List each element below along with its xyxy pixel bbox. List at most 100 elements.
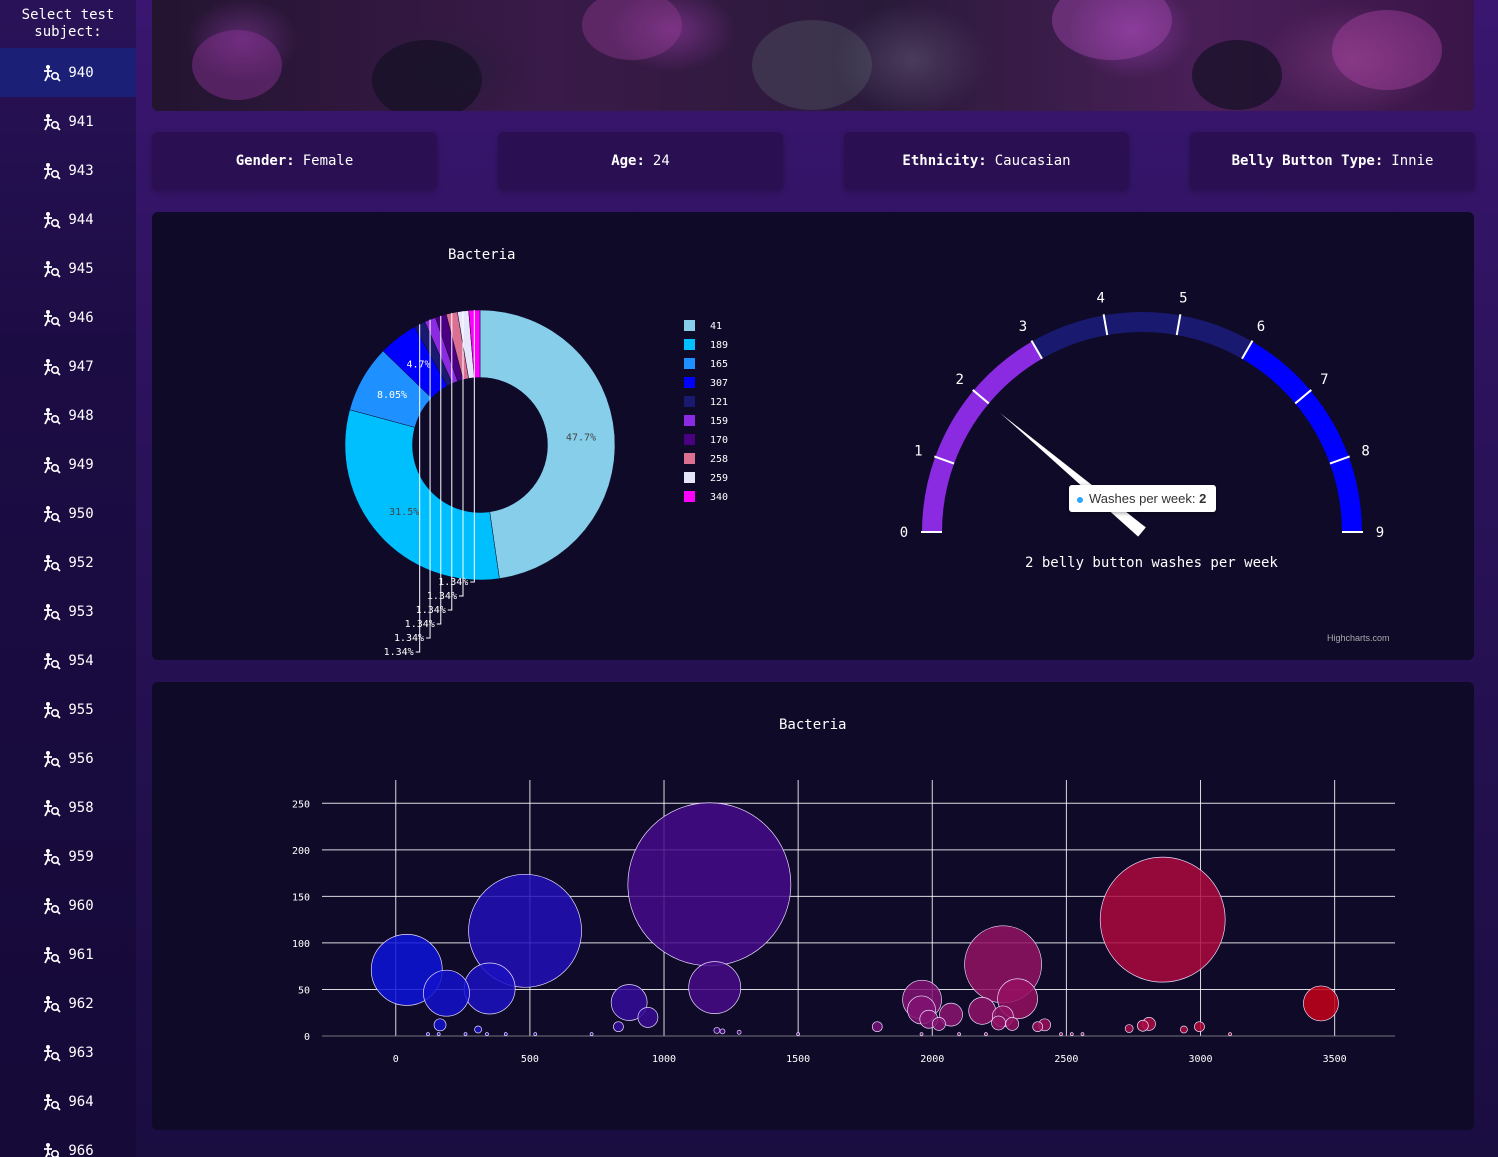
legend-swatch-159[interactable]: [684, 415, 695, 426]
bubble-point[interactable]: [463, 1032, 468, 1036]
sidebar-item-963[interactable]: 963: [0, 1028, 136, 1077]
bubble-point[interactable]: [713, 1027, 721, 1034]
bubble-point[interactable]: [1124, 1024, 1134, 1033]
pie-leader-line: [470, 310, 475, 583]
gauge-tick-label: 2: [955, 372, 963, 388]
bubble-point[interactable]: [688, 961, 742, 1014]
pie-leader-line: [436, 315, 442, 625]
bubble-point[interactable]: [1099, 856, 1226, 983]
legend-label[interactable]: 189: [710, 340, 728, 351]
bubble-point[interactable]: [463, 962, 516, 1015]
gauge-band: [1032, 315, 1108, 359]
bubble-point[interactable]: [871, 1021, 883, 1033]
bubble-point[interactable]: [1080, 1032, 1085, 1036]
legend-swatch-165[interactable]: [684, 358, 695, 369]
sidebar-item-956[interactable]: 956: [0, 734, 136, 783]
legend-swatch-189[interactable]: [684, 339, 695, 350]
bubble-point[interactable]: [984, 1032, 988, 1036]
sidebar-item-944[interactable]: 944: [0, 195, 136, 244]
age-card: Age: 24: [498, 132, 783, 190]
bubble-point[interactable]: [613, 1021, 624, 1033]
bubble-point[interactable]: [627, 802, 792, 967]
legend-label[interactable]: 165: [710, 359, 728, 370]
legend-swatch-170[interactable]: [684, 434, 695, 445]
bubble-point[interactable]: [719, 1028, 726, 1035]
legend-label[interactable]: 258: [710, 454, 728, 465]
legend-label[interactable]: 259: [710, 473, 728, 484]
bubble-point[interactable]: [485, 1032, 489, 1036]
bubble-point[interactable]: [796, 1032, 800, 1036]
sidebar-item-949[interactable]: 949: [0, 440, 136, 489]
sidebar-item-947[interactable]: 947: [0, 342, 136, 391]
sidebar-item-941[interactable]: 941: [0, 97, 136, 146]
bubble-point[interactable]: [468, 873, 582, 988]
bubble-point[interactable]: [1005, 1017, 1020, 1031]
sidebar-item-940[interactable]: 940: [0, 48, 136, 97]
bubble-point[interactable]: [1303, 985, 1339, 1022]
sidebar-item-946[interactable]: 946: [0, 293, 136, 342]
bubble-point[interactable]: [423, 969, 470, 1017]
legend-label[interactable]: 121: [710, 397, 728, 408]
sidebar-item-950[interactable]: 950: [0, 489, 136, 538]
bubble-point[interactable]: [1059, 1032, 1063, 1036]
bubble-point[interactable]: [610, 984, 648, 1021]
bubble-point[interactable]: [919, 1032, 924, 1036]
legend-swatch-307[interactable]: [684, 377, 695, 388]
bubble-point[interactable]: [957, 1032, 961, 1036]
bubble-point[interactable]: [1180, 1025, 1188, 1034]
bubble-point[interactable]: [426, 1032, 430, 1036]
bubble-point[interactable]: [637, 1007, 659, 1028]
sidebar-item-962[interactable]: 962: [0, 979, 136, 1028]
bubble-point[interactable]: [932, 1017, 946, 1031]
legend-label[interactable]: 340: [710, 492, 728, 503]
bubble-point[interactable]: [474, 1025, 482, 1034]
legend-label[interactable]: 307: [710, 378, 728, 389]
bubble-point[interactable]: [589, 1032, 594, 1036]
pie-leader-line: [415, 324, 421, 653]
bubble-point[interactable]: [991, 1015, 1006, 1031]
bubble-point[interactable]: [1194, 1021, 1205, 1033]
tooltip-label: Washes per week:: [1089, 491, 1196, 506]
pie-slice-189[interactable]: [344, 409, 500, 581]
legend-swatch-258[interactable]: [684, 453, 695, 464]
pie-slice-value-label: 31.5%: [389, 507, 419, 518]
sidebar-item-label: 952: [68, 554, 94, 571]
legend-swatch-340[interactable]: [684, 491, 695, 502]
sidebar-item-948[interactable]: 948: [0, 391, 136, 440]
legend-swatch-121[interactable]: [684, 396, 695, 407]
bubble-title: Bacteria: [779, 717, 847, 733]
sidebar-item-943[interactable]: 943: [0, 146, 136, 195]
bubble-point[interactable]: [1069, 1032, 1074, 1036]
bubble-point[interactable]: [939, 1002, 963, 1027]
sidebar-item-960[interactable]: 960: [0, 881, 136, 930]
sidebar-item-961[interactable]: 961: [0, 930, 136, 979]
sidebar-item-label: 954: [68, 652, 94, 669]
bubble-point[interactable]: [433, 1018, 447, 1032]
highcharts-credits[interactable]: Highcharts.com: [1327, 633, 1390, 643]
legend-label[interactable]: 170: [710, 435, 728, 446]
sidebar-item-953[interactable]: 953: [0, 587, 136, 636]
sidebar-item-952[interactable]: 952: [0, 538, 136, 587]
sidebar-item-945[interactable]: 945: [0, 244, 136, 293]
sidebar-item-966[interactable]: 966: [0, 1126, 136, 1157]
search-person-icon: [42, 64, 62, 82]
pie-slice-41[interactable]: [479, 309, 616, 579]
bubble-point[interactable]: [1136, 1019, 1149, 1032]
legend-label[interactable]: 159: [710, 416, 728, 427]
bubble-point[interactable]: [436, 1032, 441, 1036]
bubble-point[interactable]: [533, 1032, 538, 1036]
bottom-panel: Bacteria 0 500 1000 1500 2000 2500 3000 3500 0 50…: [152, 682, 1474, 1130]
sidebar-item-958[interactable]: 958: [0, 783, 136, 832]
sidebar-item-959[interactable]: 959: [0, 832, 136, 881]
bubble-point[interactable]: [968, 997, 997, 1025]
bubble-point[interactable]: [1032, 1021, 1044, 1033]
bubble-point[interactable]: [736, 1029, 742, 1035]
legend-swatch-41[interactable]: [684, 320, 695, 331]
legend-label[interactable]: 41: [710, 321, 722, 332]
sidebar-item-964[interactable]: 964: [0, 1077, 136, 1126]
bubble-point[interactable]: [503, 1032, 508, 1036]
legend-swatch-259[interactable]: [684, 472, 695, 483]
sidebar-item-954[interactable]: 954: [0, 636, 136, 685]
bubble-point[interactable]: [1228, 1032, 1232, 1036]
sidebar-item-955[interactable]: 955: [0, 685, 136, 734]
